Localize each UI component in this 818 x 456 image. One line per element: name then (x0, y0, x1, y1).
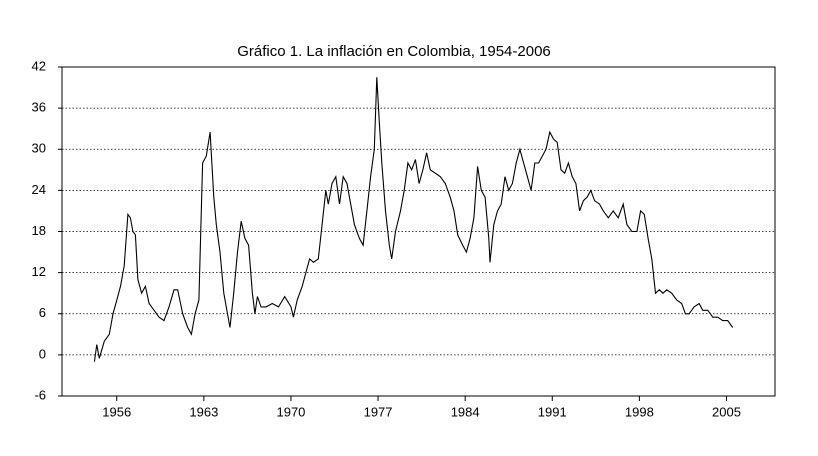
x-tick-label: 1956 (102, 404, 131, 419)
x-tick-label: 1963 (189, 404, 218, 419)
x-tick-label: 1977 (364, 404, 393, 419)
x-tick-label: 1998 (625, 404, 654, 419)
y-tick-label: 6 (39, 305, 46, 320)
y-tick-label: 30 (32, 141, 46, 156)
y-tick-label: -6 (34, 387, 46, 402)
chart-title: Gráfico 1. La inflación en Colombia, 195… (237, 43, 551, 60)
y-tick-label: 18 (32, 223, 46, 238)
y-tick-label: 42 (32, 58, 46, 73)
line (93, 77, 734, 362)
x-tick-label: 1970 (276, 404, 305, 419)
y-tick-label: 0 (39, 346, 46, 361)
y-tick-label: 24 (32, 182, 46, 197)
y-tick-label: 12 (32, 264, 46, 279)
x-tick-label: 2005 (712, 404, 741, 419)
x-tick-label: 1984 (451, 404, 480, 419)
x-tick-label: 1991 (538, 404, 567, 419)
y-tick-label: 36 (32, 100, 46, 115)
